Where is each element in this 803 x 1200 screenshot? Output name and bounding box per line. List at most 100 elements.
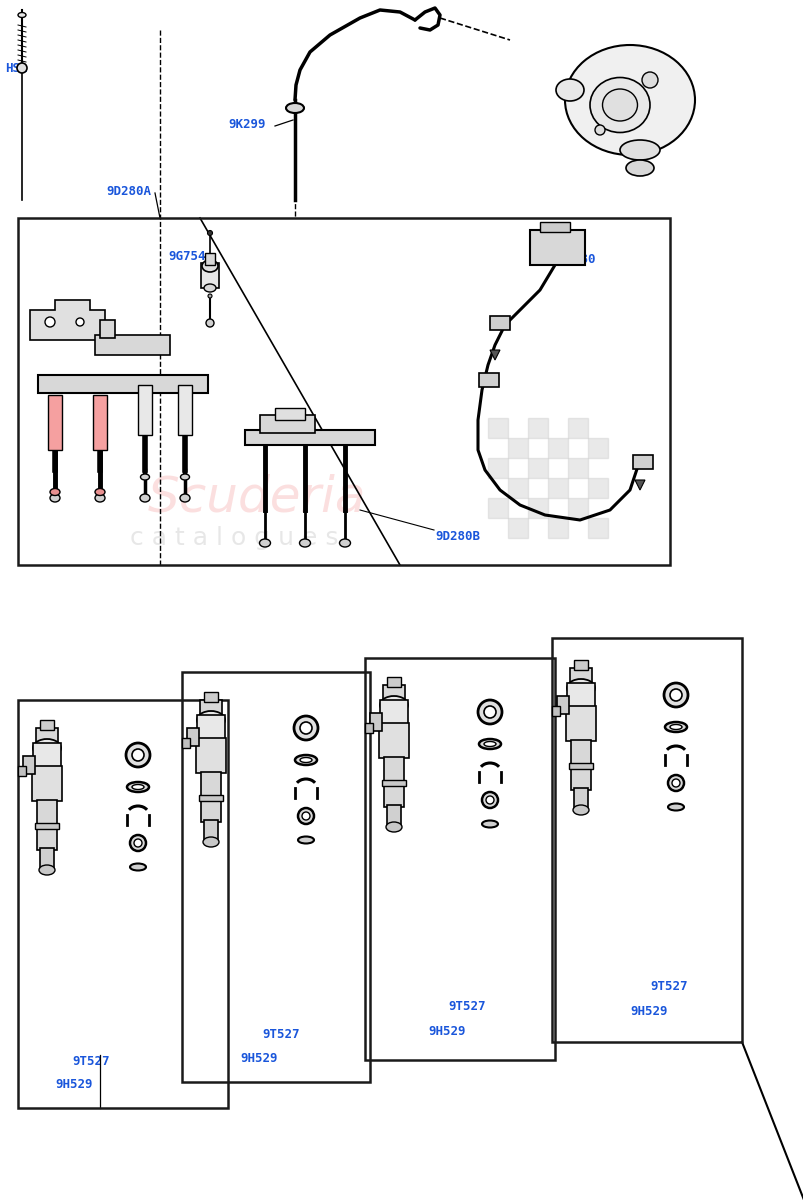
- Ellipse shape: [18, 12, 26, 18]
- Text: c a t a l o g u e s: c a t a l o g u e s: [130, 526, 338, 550]
- Bar: [386, 677, 401, 686]
- Bar: [573, 788, 587, 808]
- Bar: [507, 438, 528, 458]
- Bar: [552, 706, 560, 716]
- Ellipse shape: [380, 696, 407, 714]
- Bar: [570, 740, 590, 790]
- Text: 9H529: 9H529: [240, 1052, 277, 1066]
- Ellipse shape: [482, 821, 497, 828]
- Bar: [382, 685, 405, 700]
- Ellipse shape: [300, 757, 312, 762]
- Bar: [95, 335, 169, 355]
- Ellipse shape: [197, 710, 225, 728]
- Bar: [548, 438, 567, 458]
- Bar: [378, 722, 409, 758]
- Bar: [529, 230, 585, 265]
- Ellipse shape: [589, 78, 649, 132]
- Ellipse shape: [556, 79, 583, 101]
- Text: HS1: HS1: [5, 62, 27, 74]
- Bar: [381, 780, 406, 786]
- Bar: [32, 766, 62, 802]
- Ellipse shape: [664, 722, 686, 732]
- Circle shape: [17, 62, 27, 73]
- Bar: [201, 263, 218, 288]
- Ellipse shape: [204, 284, 216, 292]
- Bar: [138, 385, 152, 434]
- Bar: [40, 848, 54, 868]
- Bar: [365, 658, 554, 1060]
- Bar: [489, 316, 509, 330]
- Bar: [487, 418, 507, 438]
- Ellipse shape: [140, 494, 150, 502]
- Ellipse shape: [565, 44, 694, 155]
- Bar: [587, 518, 607, 538]
- Ellipse shape: [33, 739, 61, 757]
- Bar: [199, 794, 222, 802]
- Bar: [380, 700, 407, 725]
- Bar: [205, 253, 214, 265]
- Circle shape: [663, 683, 687, 707]
- Bar: [567, 498, 587, 518]
- Bar: [100, 320, 115, 338]
- Circle shape: [294, 716, 318, 740]
- Circle shape: [207, 230, 212, 235]
- Polygon shape: [30, 300, 105, 340]
- Bar: [566, 683, 594, 708]
- Circle shape: [130, 835, 146, 851]
- Bar: [259, 415, 315, 433]
- Bar: [181, 738, 190, 748]
- Circle shape: [671, 779, 679, 787]
- Circle shape: [206, 319, 214, 326]
- Circle shape: [208, 294, 212, 298]
- Bar: [528, 458, 548, 478]
- Ellipse shape: [300, 539, 310, 547]
- Circle shape: [126, 743, 150, 767]
- Circle shape: [45, 317, 55, 326]
- Ellipse shape: [483, 742, 495, 746]
- Bar: [369, 713, 381, 731]
- Bar: [18, 218, 669, 565]
- Text: 9D280B: 9D280B: [434, 530, 479, 542]
- Bar: [201, 772, 221, 822]
- Bar: [507, 478, 528, 498]
- Circle shape: [132, 749, 144, 761]
- Circle shape: [76, 318, 84, 326]
- Bar: [35, 823, 59, 829]
- Bar: [365, 722, 373, 733]
- Bar: [569, 763, 593, 769]
- Ellipse shape: [202, 838, 218, 847]
- Ellipse shape: [127, 782, 149, 792]
- Bar: [479, 373, 499, 386]
- Ellipse shape: [130, 864, 146, 870]
- Bar: [567, 458, 587, 478]
- Bar: [18, 700, 228, 1108]
- Bar: [275, 408, 304, 420]
- Circle shape: [667, 775, 683, 791]
- Ellipse shape: [573, 805, 589, 815]
- Ellipse shape: [295, 755, 316, 766]
- Text: 9H529: 9H529: [55, 1078, 92, 1091]
- Bar: [37, 800, 57, 850]
- Bar: [587, 438, 607, 458]
- Ellipse shape: [95, 488, 105, 496]
- Circle shape: [298, 808, 314, 824]
- Circle shape: [594, 125, 604, 134]
- Bar: [573, 660, 587, 670]
- Bar: [487, 458, 507, 478]
- Circle shape: [134, 839, 142, 847]
- Ellipse shape: [669, 725, 681, 730]
- Bar: [565, 706, 595, 740]
- Bar: [181, 672, 369, 1082]
- Bar: [18, 766, 26, 776]
- Ellipse shape: [601, 89, 637, 121]
- Bar: [197, 715, 225, 740]
- Ellipse shape: [181, 474, 190, 480]
- Ellipse shape: [50, 488, 60, 496]
- Ellipse shape: [479, 739, 500, 749]
- Ellipse shape: [259, 539, 270, 547]
- Ellipse shape: [566, 679, 594, 697]
- Ellipse shape: [202, 260, 218, 272]
- Text: Scuderia: Scuderia: [148, 474, 366, 522]
- Ellipse shape: [667, 804, 683, 810]
- Ellipse shape: [626, 160, 653, 176]
